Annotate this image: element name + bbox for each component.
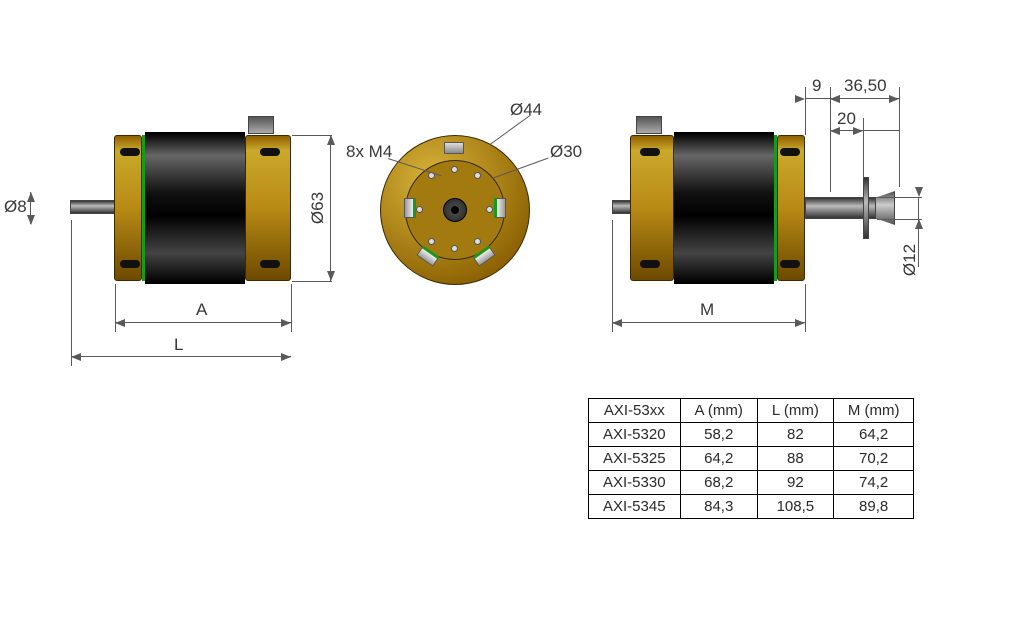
col-l: L (mm) — [757, 399, 833, 423]
flange-slot — [780, 148, 800, 156]
mounting-hole — [451, 166, 458, 173]
mounting-hole — [486, 206, 493, 213]
dim-shaft-d8: Ø8 — [4, 197, 27, 217]
dim-top-gap-9: 9 — [812, 76, 821, 96]
motor-side-left-view — [70, 120, 320, 300]
drawing-canvas: Ø8 Ø63 A L — [0, 0, 1024, 642]
front-hub-hole — [451, 206, 459, 214]
shaft-left — [70, 200, 116, 214]
flange-slot — [260, 148, 280, 156]
dim-inner-circle-30: Ø30 — [550, 142, 582, 162]
dim-body-length-a: A — [196, 300, 207, 320]
motor-front-view — [370, 120, 550, 300]
front-terminals — [370, 170, 380, 195]
flange-slot — [640, 148, 660, 156]
table-row: AXI-5345 84,3 108,5 89,8 — [589, 495, 914, 519]
dim-overall-length-l: L — [174, 335, 183, 355]
dim-bolt-circle-44: Ø44 — [510, 100, 542, 120]
col-m: M (mm) — [833, 399, 914, 423]
table-header-row: AXI-53xx A (mm) L (mm) M (mm) — [589, 399, 914, 423]
mounting-hole — [474, 172, 481, 179]
terminals-top — [248, 116, 274, 134]
table-row: AXI-5320 58,2 82 64,2 — [589, 423, 914, 447]
mounting-hole — [416, 206, 423, 213]
flange-slot — [260, 260, 280, 268]
col-a: A (mm) — [680, 399, 757, 423]
magnet — [404, 198, 416, 218]
dim-shaft-d12: Ø12 — [900, 244, 920, 276]
terminals-top-r — [636, 116, 662, 134]
dim-thread-length-20: 20 — [837, 109, 856, 129]
flange-slot — [120, 148, 140, 156]
dim-mount-length-m: M — [700, 300, 714, 320]
black-core-r — [674, 132, 774, 284]
dimensions-table: AXI-53xx A (mm) L (mm) M (mm) AXI-5320 5… — [588, 398, 914, 519]
dim-shaft-length-36: 36,50 — [844, 76, 887, 96]
motor-side-right-view — [612, 120, 922, 300]
shaft-stub-right — [612, 200, 632, 214]
dim-mounting-holes: 8x M4 — [346, 142, 392, 162]
flange-slot — [780, 260, 800, 268]
mounting-hole — [451, 245, 458, 252]
flange-slot — [120, 260, 140, 268]
table-row: AXI-5325 64,2 88 70,2 — [589, 447, 914, 471]
black-core — [145, 132, 245, 284]
mounting-hole — [474, 238, 481, 245]
mounting-hole — [428, 238, 435, 245]
flange-slot — [640, 260, 660, 268]
magnet — [494, 198, 506, 218]
prop-washer — [863, 177, 869, 239]
dim-outer-d63: Ø63 — [308, 192, 328, 224]
magnet — [444, 142, 464, 154]
col-model: AXI-53xx — [589, 399, 681, 423]
table-row: AXI-5330 68,2 92 74,2 — [589, 471, 914, 495]
